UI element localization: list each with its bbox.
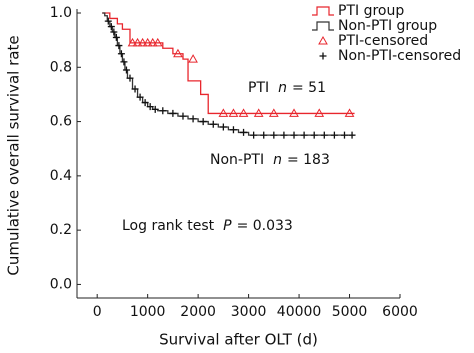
annotation-part: n (273, 152, 282, 168)
y-tick-label: 0.8 (50, 59, 72, 75)
legend-label: PTI-censored (338, 33, 428, 49)
censor-mark (289, 108, 299, 117)
censor-mark (142, 37, 153, 47)
censor-mark (320, 131, 328, 139)
censor-mark (169, 109, 177, 117)
annotation-part: = 183 (287, 152, 330, 168)
x-axis-label: Survival after OLT (d) (159, 331, 318, 349)
censor-mark (228, 108, 239, 117)
censor-mark (117, 50, 125, 58)
censor-mark (199, 118, 207, 126)
censor-mark (110, 28, 118, 36)
annotation: PTI n = 51 (248, 80, 326, 96)
censor-mark (107, 23, 115, 31)
y-tick-label: 1.0 (50, 5, 72, 21)
censor-mark (238, 108, 249, 117)
legend-label: PTI group (338, 3, 404, 19)
censor-mark (188, 54, 198, 63)
censor-mark (126, 74, 134, 82)
x-tick-label: 6000 (382, 304, 418, 320)
censor-mark (310, 131, 318, 139)
annotation-part: n (278, 80, 287, 96)
x-tick-label: 5000 (332, 304, 368, 320)
legend-label: Non-PTI group (338, 18, 437, 34)
censor-mark (173, 48, 183, 58)
annotation-part: Log rank test (122, 218, 215, 234)
censor-mark (348, 131, 356, 139)
censor-mark (159, 107, 167, 115)
censor-mark (151, 105, 159, 113)
censor-mark (115, 42, 123, 50)
censor-mark (250, 131, 258, 139)
annotation: Non-PTI n = 183 (210, 152, 330, 168)
censor-mark (131, 85, 139, 93)
x-tick-label: 2000 (180, 304, 216, 320)
censor-mark (268, 108, 279, 117)
x-tick-label: 1000 (130, 304, 166, 320)
censor-mark (253, 108, 264, 117)
censor-mark (141, 99, 149, 107)
censor-mark (218, 108, 229, 117)
censor-mark (137, 37, 148, 47)
legend-swatch (319, 52, 327, 60)
censor-mark (229, 126, 237, 134)
censor-mark (146, 103, 154, 111)
censor-mark (314, 108, 325, 117)
censor-mark (219, 123, 227, 131)
annotation: Log rank test P = 0.033 (122, 218, 293, 234)
y-tick-label: 0.6 (50, 114, 72, 130)
annotation-part: = 51 (292, 80, 326, 96)
censor-mark (330, 131, 338, 139)
censor-mark (179, 112, 187, 120)
censor-mark (290, 131, 298, 139)
censor-mark (122, 66, 130, 74)
y-tick-label: 0.2 (50, 222, 72, 238)
x-tick-label: 3000 (231, 304, 267, 320)
censor-mark (300, 131, 308, 139)
censor-mark (270, 131, 278, 139)
censor-mark (127, 37, 138, 47)
x-tick-label: 0 (93, 304, 102, 320)
legend-swatch (312, 21, 334, 31)
censor-mark (132, 37, 143, 47)
censor-mark (147, 37, 158, 47)
annotation-part: PTI (248, 80, 269, 96)
censor-mark (136, 93, 144, 101)
censor-mark (209, 120, 217, 128)
annotation-part: Non-PTI (210, 152, 264, 168)
censor-mark (152, 37, 163, 47)
y-tick-label: 0.4 (50, 168, 72, 184)
y-tick-label: 0.0 (50, 276, 72, 292)
legend-swatch (318, 35, 328, 45)
censor-mark (120, 58, 128, 66)
annotation-part: = 0.033 (237, 218, 293, 234)
survival-curve (102, 12, 355, 115)
censor-mark (112, 33, 120, 41)
x-tick-label: 40000 (277, 304, 322, 320)
censor-mark (340, 131, 348, 139)
annotation-part: P (223, 218, 232, 234)
censor-mark (260, 131, 268, 139)
censor-mark (104, 17, 112, 25)
legend-swatch (312, 6, 334, 16)
y-axis-label: Cumulative overall survival rate (5, 35, 23, 275)
censor-mark (189, 115, 197, 123)
legend-label: Non-PTI-censored (338, 48, 461, 64)
censor-mark (240, 128, 248, 136)
censor-mark (344, 108, 355, 117)
censor-mark (280, 131, 288, 139)
